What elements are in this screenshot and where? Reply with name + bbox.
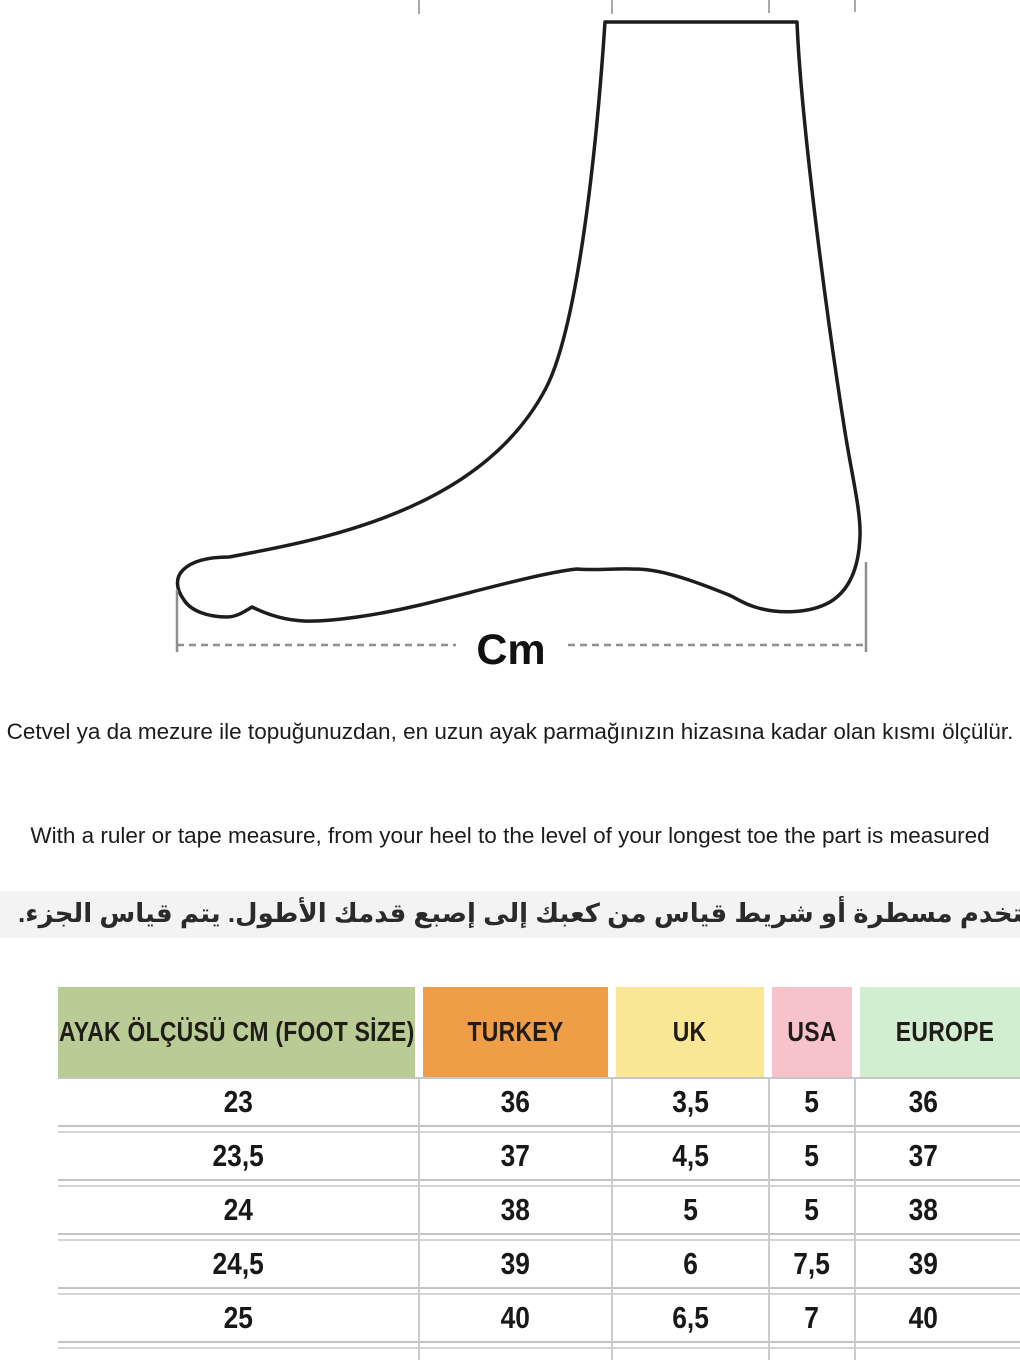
column-header-label: EUROPE (895, 1016, 995, 1047)
table-cell: 25 (58, 1295, 419, 1341)
foot-measurement-diagram: Cm (175, 0, 868, 674)
table-cell: 5 (769, 1187, 855, 1233)
table-cell-value: 24,5 (212, 1246, 265, 1281)
top-edge-artifact-ticks (418, 0, 856, 14)
table-cell: 5 (769, 1079, 855, 1125)
table-cell: 23 (58, 1079, 419, 1125)
table-cell: 24 (58, 1187, 419, 1233)
table-cell: 38 (419, 1187, 612, 1233)
table-cell: 23,5 (58, 1133, 419, 1179)
size-table-header: AYAK ÖLÇÜSÜ CM (FOOT SİZE) TURKEY UK USA EUR… (58, 987, 1020, 1077)
table-cell: 37 (419, 1133, 612, 1179)
table-cell-value: 23,5 (212, 1138, 265, 1173)
table-cell-value: 6 (683, 1246, 698, 1281)
cm-label: Cm (476, 626, 545, 674)
table-cell: 5 (612, 1187, 769, 1233)
table-cell-value: 39 (500, 1246, 531, 1281)
row-separator (58, 1179, 1020, 1187)
column-header-label: AYAK ÖLÇÜSÜ CM (FOOT SİZE) (58, 1016, 415, 1047)
table-cell-value: 37 (500, 1138, 531, 1173)
table-cell: 39 (419, 1241, 612, 1287)
table-cell-value: 37 (908, 1138, 939, 1173)
table-cell-value: 5 (804, 1192, 820, 1227)
table-column-border (768, 1077, 770, 1360)
table-row: 23,5 37 4,5 5 37 (58, 1133, 1020, 1179)
table-cell-value: 4,5 (672, 1138, 709, 1173)
table-row: 25 40 6,5 7 40 (58, 1295, 1020, 1341)
column-header-uk: UK (616, 987, 764, 1077)
row-separator (58, 1287, 1020, 1295)
table-cell-value: 40 (500, 1300, 531, 1335)
column-header-turkey: TURKEY (423, 987, 608, 1077)
table-cell: 6,5 (612, 1295, 769, 1341)
table-column-border (611, 1077, 613, 1360)
table-cell: 38 (855, 1187, 1020, 1233)
table-cell-value: 24 (223, 1192, 254, 1227)
table-cell: 6 (612, 1241, 769, 1287)
table-cell: 40 (419, 1295, 612, 1341)
table-cell: 36 (855, 1079, 1020, 1125)
table-cell: 7,5 (769, 1241, 855, 1287)
table-cell: 39 (855, 1241, 1020, 1287)
table-cell-value: 7 (804, 1300, 820, 1335)
column-header-label: TURKEY (467, 1016, 564, 1047)
table-cell: 3,5 (612, 1079, 769, 1125)
table-cell-value: 38 (908, 1192, 939, 1227)
partial-cropped-row (58, 1349, 1020, 1360)
table-cell-value: 6,5 (672, 1300, 709, 1335)
table-cell-value: 39 (908, 1246, 939, 1281)
column-header-label: UK (673, 1016, 707, 1047)
table-cell: 24,5 (58, 1241, 419, 1287)
instruction-arabic-wrap: استخدم مسطرة أو شريط قياس من كعبك إلى إص… (0, 891, 1020, 938)
table-cell-value: 5 (804, 1084, 820, 1119)
table-row: 24,5 39 6 7,5 39 (58, 1241, 1020, 1287)
table-cell: 7 (769, 1295, 855, 1341)
size-table-body: 23 36 3,5 5 36 23,5 37 4,5 5 37 24 38 5 5 38 24,5 39 6 7,5… (58, 1077, 1020, 1360)
table-cell-value: 5 (683, 1192, 698, 1227)
column-header-usa: USA (772, 987, 852, 1077)
table-cell: 5 (769, 1133, 855, 1179)
table-cell-value: 5 (804, 1138, 820, 1173)
table-column-border (418, 1077, 420, 1360)
table-column-border (854, 1077, 856, 1360)
table-cell-value: 36 (908, 1084, 939, 1119)
column-header-label: USA (787, 1016, 837, 1047)
column-header-ayak-l-s-cm-foot-si-ze: AYAK ÖLÇÜSÜ CM (FOOT SİZE) (58, 987, 415, 1077)
table-row: 24 38 5 5 38 (58, 1187, 1020, 1233)
table-cell-value: 3,5 (672, 1084, 709, 1119)
row-separator (58, 1233, 1020, 1241)
row-separator (58, 1125, 1020, 1133)
measurement-line (175, 562, 868, 652)
instruction-arabic: استخدم مسطرة أو شريط قياس من كعبك إلى إص… (0, 891, 1020, 938)
row-separator (58, 1341, 1020, 1349)
table-cell-value: 7,5 (793, 1246, 831, 1281)
column-header-europe: EUROPE (860, 987, 1020, 1077)
table-cell-value: 25 (223, 1300, 254, 1335)
instruction-turkish: Cetvel ya da mezure ile topuğunuzdan, en… (6, 719, 1014, 744)
table-cell: 4,5 (612, 1133, 769, 1179)
table-row: 23 36 3,5 5 36 (58, 1079, 1020, 1125)
table-cell-value: 23 (223, 1084, 254, 1119)
table-cell: 37 (855, 1133, 1020, 1179)
table-cell-value: 36 (500, 1084, 531, 1119)
foot-outline-drawing (175, 20, 862, 623)
instruction-english: With a ruler or tape measure, from your … (30, 823, 990, 848)
table-cell: 36 (419, 1079, 612, 1125)
table-cell-value: 38 (500, 1192, 531, 1227)
table-cell: 40 (855, 1295, 1020, 1341)
table-cell-value: 40 (908, 1300, 939, 1335)
